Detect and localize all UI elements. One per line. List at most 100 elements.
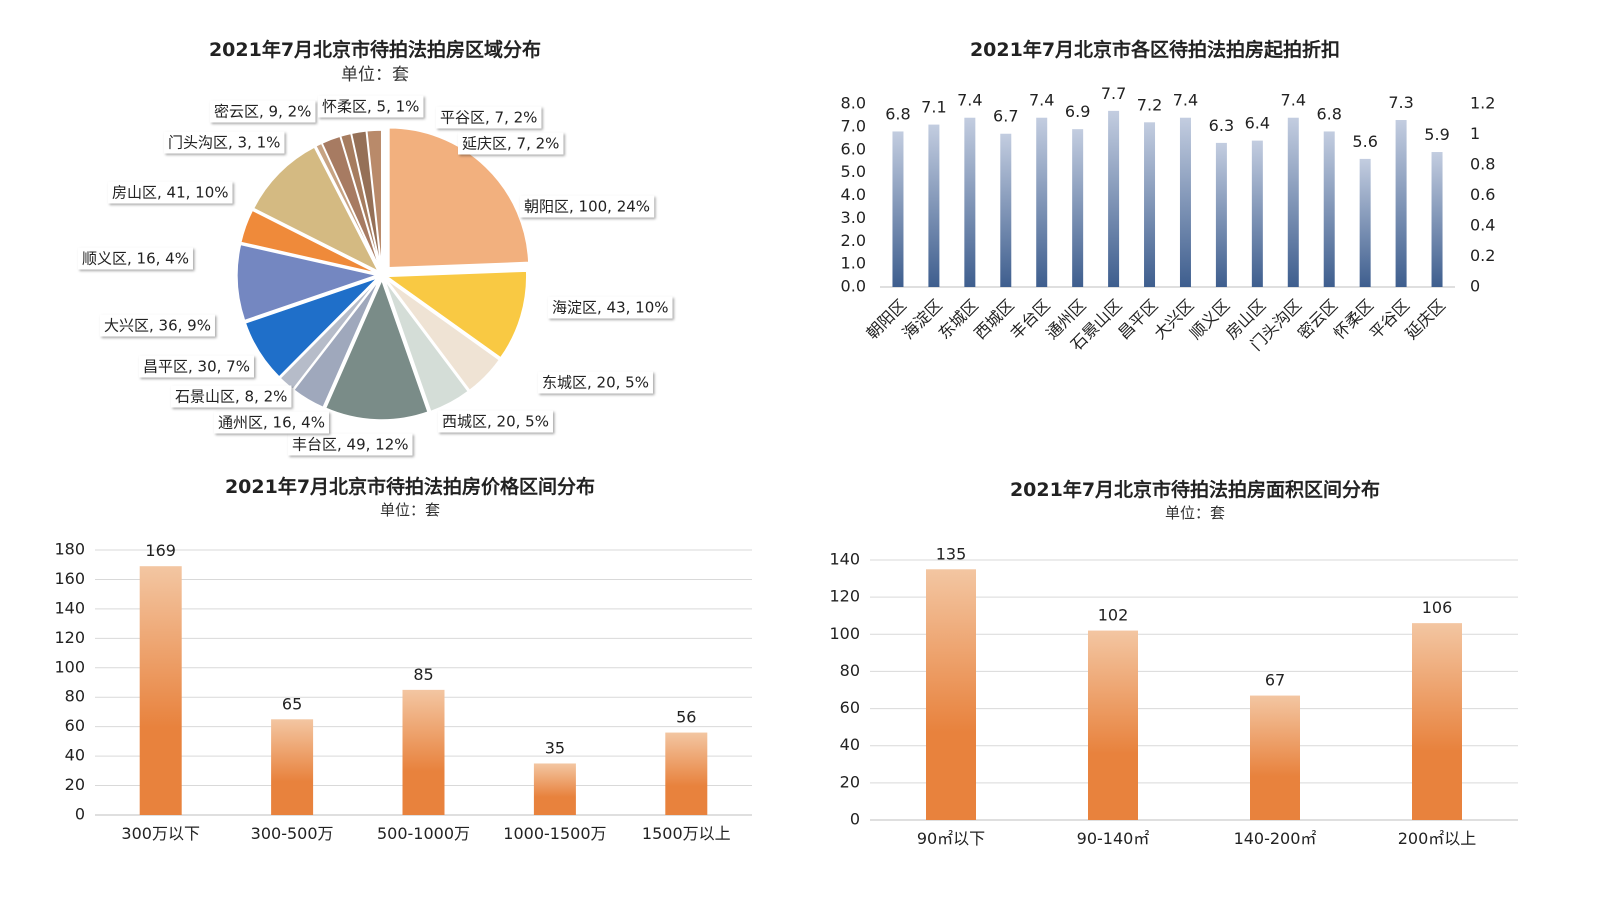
pie-label-box (214, 411, 329, 434)
discount-value-label: 6.8 (885, 104, 910, 123)
discount-value-label: 7.4 (1029, 91, 1054, 110)
category-label: 1000-1500万 (503, 824, 606, 843)
bar-value-label: 35 (545, 738, 565, 757)
pie-slice-label: 门头沟区, 3, 1% (164, 131, 285, 154)
category-label: 海淀区 (899, 296, 946, 343)
y-tick-label: 100 (829, 624, 860, 643)
category-label: 顺义区 (1186, 296, 1233, 343)
discount-bar (1395, 120, 1407, 287)
area-chart-panel: 2021年7月北京市待拍法拍房面积区间分布 单位：套 0 20 40 60 80 100 1… (829, 478, 1518, 848)
pie-slice-label: 通州区, 16, 4% (214, 411, 329, 434)
pie-label-box (458, 132, 564, 155)
discount-bar (1036, 117, 1048, 287)
pie-slice-label: 西城区, 20, 5% (438, 410, 553, 433)
y-tick-label: 1.0 (841, 254, 866, 273)
price-grid: 0 20 40 60 80 100 120 140 160 180 (54, 540, 752, 824)
category-label: 90㎡以下 (917, 829, 985, 848)
category-label: 朝阳区 (863, 296, 910, 343)
y2-tick-label: 0.6 (1470, 185, 1495, 204)
pie-label-box (210, 100, 316, 123)
y-tick-label: 40 (840, 735, 860, 754)
category-label: 怀柔区 (1330, 296, 1377, 343)
pie-slice-label-text: 东城区, 20, 5% (542, 374, 649, 392)
discount-bar (964, 117, 976, 287)
pie-label-box (171, 385, 292, 408)
pie-slice-label: 顺义区, 16, 4% (78, 247, 193, 270)
pie-slice-label-text: 昌平区, 30, 7% (143, 358, 250, 376)
pie-label-box (108, 181, 233, 204)
discount-value-label: 5.6 (1352, 132, 1377, 151)
y-tick-label: 4.0 (841, 185, 866, 204)
y-tick-label: 160 (54, 569, 85, 588)
pie-slice (324, 277, 430, 421)
pie-slice (388, 127, 530, 269)
y2-tick-label: 1.2 (1470, 94, 1495, 113)
pie-label-box (520, 195, 655, 218)
bar-value-label: 135 (936, 544, 967, 563)
category-label: 大兴区 (1150, 296, 1197, 343)
pie-slice (244, 276, 379, 379)
pie-slice-label: 延庆区, 7, 2% (458, 132, 564, 155)
category-label: 1500万以上 (642, 824, 731, 843)
pie-slice-label-text: 朝阳区, 100, 24% (524, 198, 650, 216)
discount-value-label: 6.7 (993, 107, 1018, 126)
pie-slice (383, 278, 470, 413)
pie-label-box (164, 131, 285, 154)
discount-value-label: 6.3 (1209, 116, 1234, 135)
y-tick-label: 2.0 (841, 231, 866, 250)
category-label: 平谷区 (1366, 296, 1413, 343)
pie-slice-label-text: 密云区, 9, 2% (214, 103, 311, 121)
pie-slice-label-text: 大兴区, 36, 9% (104, 317, 211, 335)
y-tick-label: 60 (65, 716, 85, 735)
discount-bar (1108, 110, 1120, 287)
y2-tick-label: 0.8 (1470, 155, 1495, 174)
discount-bar (1431, 152, 1443, 287)
discount-bar (1179, 117, 1191, 287)
pie-slice-label-text: 平谷区, 7, 2% (440, 109, 537, 127)
pie-slice-label: 朝阳区, 100, 24% (520, 195, 655, 218)
bar (665, 732, 708, 815)
y-tick-label: 0.0 (841, 277, 866, 296)
y-tick-label: 6.0 (841, 139, 866, 158)
pie-slice (292, 278, 381, 409)
y-tick-label: 120 (54, 628, 85, 647)
pie-slice-label: 房山区, 41, 10% (108, 181, 233, 204)
discount-value-label: 7.3 (1388, 93, 1413, 112)
category-label: 300万以下 (121, 824, 200, 843)
pie-slice (365, 129, 383, 271)
pie-slice-label: 怀柔区, 5, 1% (318, 95, 424, 118)
discount-value-label: 7.4 (957, 91, 982, 110)
discount-value-label: 6.4 (1245, 114, 1270, 133)
bar-value-label: 56 (676, 708, 696, 727)
price-chart-subtitle: 单位：套 (380, 501, 440, 519)
category-label: 500-1000万 (377, 824, 470, 843)
y-tick-label: 7.0 (841, 116, 866, 135)
pie-slice-label: 密云区, 9, 2% (210, 100, 316, 123)
discount-value-label: 7.1 (921, 98, 946, 117)
price-chart-panel: 2021年7月北京市待拍法拍房价格区间分布 单位：套 0 20 40 60 80 100 1… (54, 475, 752, 843)
discount-value-label: 7.7 (1101, 84, 1126, 103)
discount-value-label: 7.2 (1137, 95, 1162, 114)
category-label: 200㎡以上 (1398, 829, 1477, 848)
discount-bar (1251, 140, 1263, 287)
pie-slice (239, 209, 378, 275)
discount-bar (1359, 158, 1371, 287)
area-grid: 0 20 40 60 80 100 120 140 (829, 550, 1518, 829)
y-tick-label: 80 (65, 687, 85, 706)
pie-chart-title: 2021年7月北京市待拍法拍房区域分布 (209, 38, 541, 61)
y-tick-label: 0 (850, 810, 860, 829)
pie-slice-label-text: 石景山区, 8, 2% (175, 388, 287, 406)
pie-slice-label-text: 延庆区, 7, 2% (462, 135, 559, 153)
discount-value-label: 5.9 (1424, 125, 1449, 144)
bar (1412, 623, 1462, 820)
area-bars: 135 90㎡以下 102 90-140㎡ 67 140-200㎡ 106 200㎡以上 (917, 544, 1476, 848)
bar-value-label: 85 (413, 665, 433, 684)
y-tick-label: 20 (65, 775, 85, 794)
area-chart-subtitle: 单位：套 (1165, 504, 1225, 522)
category-label: 延庆区 (1402, 296, 1449, 343)
price-chart-title: 2021年7月北京市待拍法拍房价格区间分布 (225, 475, 595, 498)
bar (926, 569, 976, 820)
category-label: 西城区 (970, 296, 1017, 343)
pie-label-box (548, 296, 673, 319)
